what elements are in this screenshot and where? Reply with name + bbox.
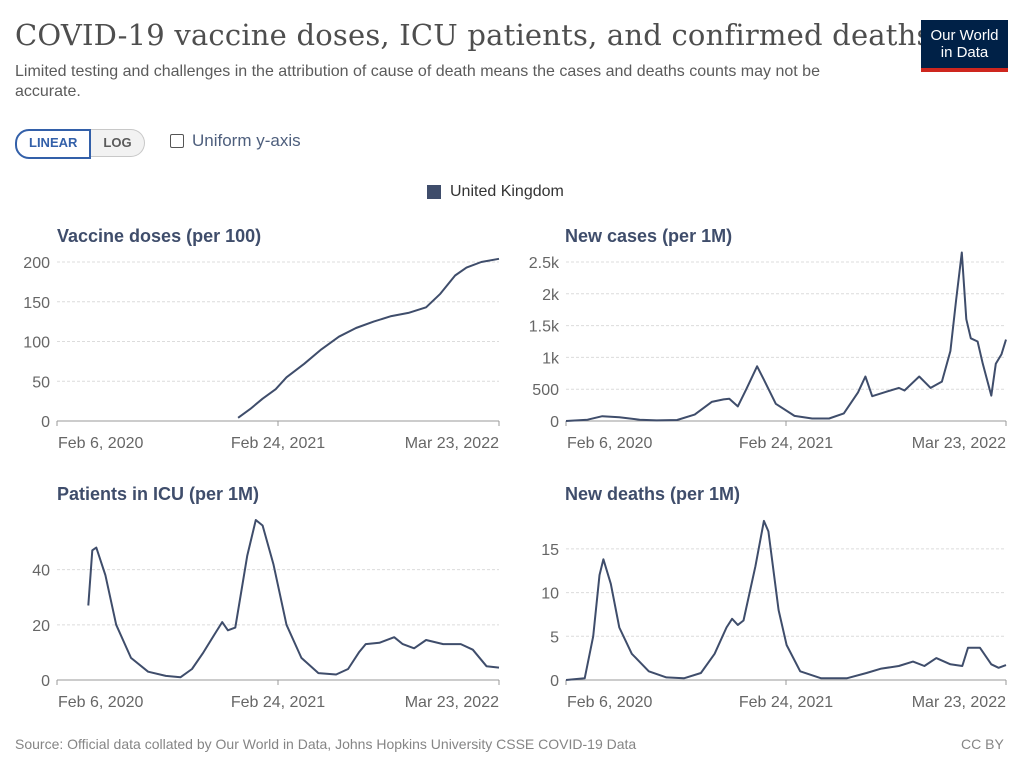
x-tick-label: Mar 23, 2022 [912,435,1006,452]
legend-label: United Kingdom [450,183,564,200]
y-tick-label: 20 [32,618,50,635]
x-tick-label: Feb 6, 2020 [567,435,653,452]
logo-line-2: in Data [940,44,989,61]
series-line [565,251,1007,422]
series-line [237,257,500,419]
y-tick-label: 200 [23,255,50,272]
x-tick-label: Mar 23, 2022 [912,694,1006,711]
license-link[interactable]: CC BY [961,736,1004,752]
series-line [87,519,500,679]
y-tick-label: 0 [41,673,50,690]
uniform-label: Uniform y-axis [192,131,301,150]
y-tick-label: 40 [32,563,50,580]
log-button[interactable]: LOG [91,129,145,157]
x-tick-label: Feb 6, 2020 [58,694,144,711]
y-tick-label: 15 [541,542,559,559]
uniform-checkbox[interactable] [170,134,184,148]
uniform-y-axis-toggle[interactable]: Uniform y-axis [170,131,301,151]
x-tick-label: Feb 24, 2021 [231,435,325,452]
y-tick-label: 1.5k [529,319,560,336]
chart-title: Patients in ICU (per 1M) [57,484,259,504]
scale-toggle: LINEAR LOG [15,129,145,159]
linear-button[interactable]: LINEAR [15,129,92,159]
page-title: COVID-19 vaccine doses, ICU patients, an… [15,18,932,52]
y-tick-label: 500 [532,382,559,399]
y-tick-label: 0 [41,414,50,431]
x-tick-label: Feb 6, 2020 [567,694,653,711]
owid-logo[interactable]: Our World in Data [921,20,1008,72]
chart-title: New cases (per 1M) [565,226,732,246]
x-tick-label: Mar 23, 2022 [405,694,499,711]
chart-title: Vaccine doses (per 100) [57,226,261,246]
chart-title: New deaths (per 1M) [565,484,740,504]
y-tick-label: 10 [541,586,559,603]
logo-line-1: Our World [930,27,999,44]
y-tick-label: 2k [542,287,560,304]
page-subtitle: Limited testing and challenges in the at… [15,63,820,100]
y-tick-label: 0 [550,414,559,431]
y-tick-label: 150 [23,295,50,312]
y-tick-label: 2.5k [529,255,560,272]
x-tick-label: Feb 24, 2021 [739,694,833,711]
legend-swatch [427,185,441,199]
legend[interactable]: United Kingdom [427,183,564,201]
x-tick-label: Mar 23, 2022 [405,435,499,452]
y-tick-label: 1k [542,350,560,367]
series-line [565,519,1007,681]
source-note: Source: Official data collated by Our Wo… [15,736,637,752]
x-tick-label: Feb 6, 2020 [58,435,144,452]
x-tick-label: Feb 24, 2021 [231,694,325,711]
y-tick-label: 100 [23,335,50,352]
y-tick-label: 0 [550,673,559,690]
y-tick-label: 50 [32,374,50,391]
y-tick-label: 5 [550,629,559,646]
x-tick-label: Feb 24, 2021 [739,435,833,452]
